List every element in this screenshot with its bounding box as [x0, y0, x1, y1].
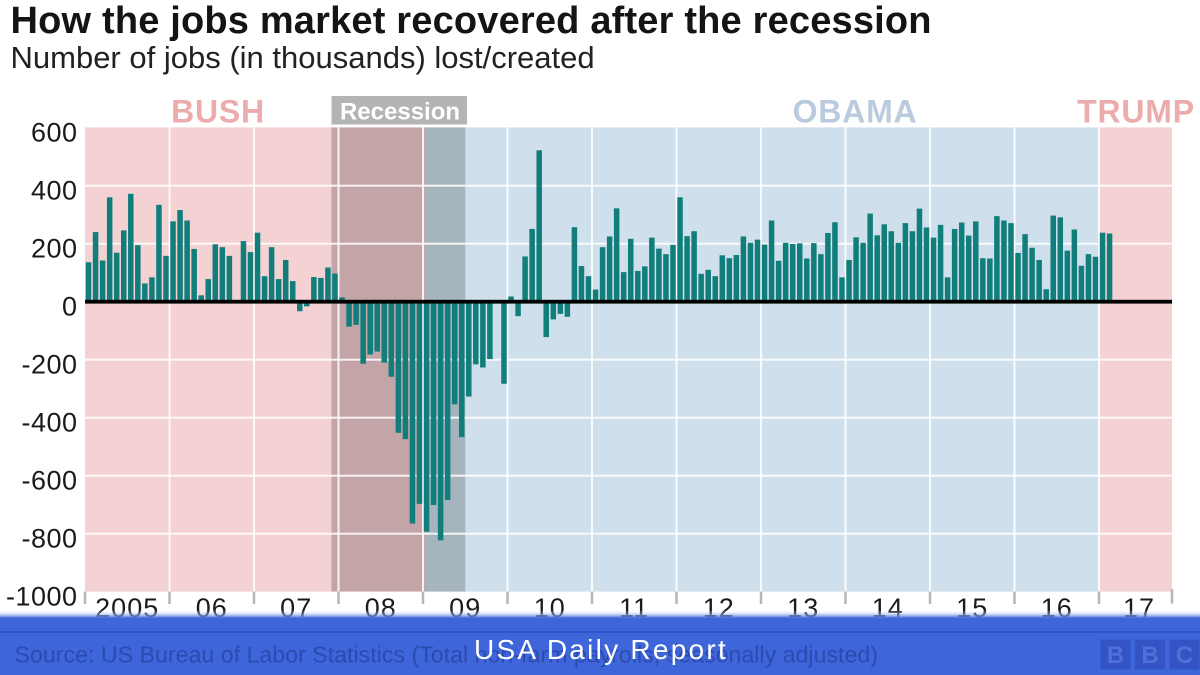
svg-text:USA Daily Report: USA Daily Report	[474, 634, 728, 665]
svg-text:Source: US Bureau of Labor Sta: Source: US Bureau of Labor Statistics (T…	[15, 642, 879, 668]
svg-text:-1000: -1000	[6, 582, 78, 612]
svg-text:400: 400	[31, 176, 78, 206]
svg-text:-400: -400	[21, 408, 77, 438]
svg-text:Recession: Recession	[340, 99, 460, 126]
svg-text:How the jobs market recovered: How the jobs market recovered after the …	[11, 0, 932, 42]
svg-text:TRUMP: TRUMP	[1077, 94, 1195, 130]
svg-text:OBAMA: OBAMA	[793, 94, 918, 130]
svg-text:-600: -600	[21, 466, 77, 496]
svg-text:-800: -800	[21, 524, 77, 554]
svg-text:Number of jobs (in thousands): Number of jobs (in thousands) lost/creat…	[11, 40, 595, 75]
svg-text:600: 600	[31, 118, 78, 148]
svg-text:BUSH: BUSH	[171, 94, 265, 130]
svg-text:C: C	[1176, 642, 1193, 669]
svg-text:0: 0	[62, 292, 78, 322]
svg-text:200: 200	[31, 234, 78, 264]
svg-text:B: B	[1141, 642, 1158, 669]
svg-text:B: B	[1107, 642, 1124, 669]
svg-text:-200: -200	[21, 350, 77, 380]
